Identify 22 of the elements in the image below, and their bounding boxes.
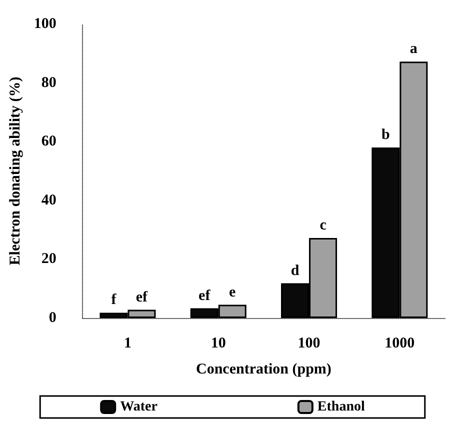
annotation: b [382, 126, 390, 143]
legend-label: Water [120, 400, 158, 414]
x-tick-label: 1 [124, 336, 132, 352]
annotation: ef [136, 289, 149, 306]
x-axis-title: Concentration (ppm) [196, 362, 332, 378]
annotation: a [410, 41, 418, 58]
y-tick-label: 80 [41, 74, 56, 91]
x-tick-label: 1000 [384, 336, 415, 352]
x-tick-label: 100 [298, 336, 320, 352]
y-tick-label: 0 [48, 310, 56, 326]
y-tick-label: 40 [41, 192, 56, 208]
y-tick-label: 60 [41, 134, 56, 150]
annotation: c [320, 218, 327, 234]
annotation: d [290, 262, 300, 279]
annotation: f [111, 292, 118, 308]
y-axis-title: Electron donating ability (%) [8, 76, 24, 266]
annotation: ef [198, 288, 212, 304]
legend-label: Ethanol [317, 400, 365, 414]
annotation: e [229, 284, 236, 300]
y-tick-label: 100 [34, 16, 56, 32]
x-tick-label: 10 [210, 336, 226, 352]
y-tick-label: 20 [41, 251, 56, 268]
